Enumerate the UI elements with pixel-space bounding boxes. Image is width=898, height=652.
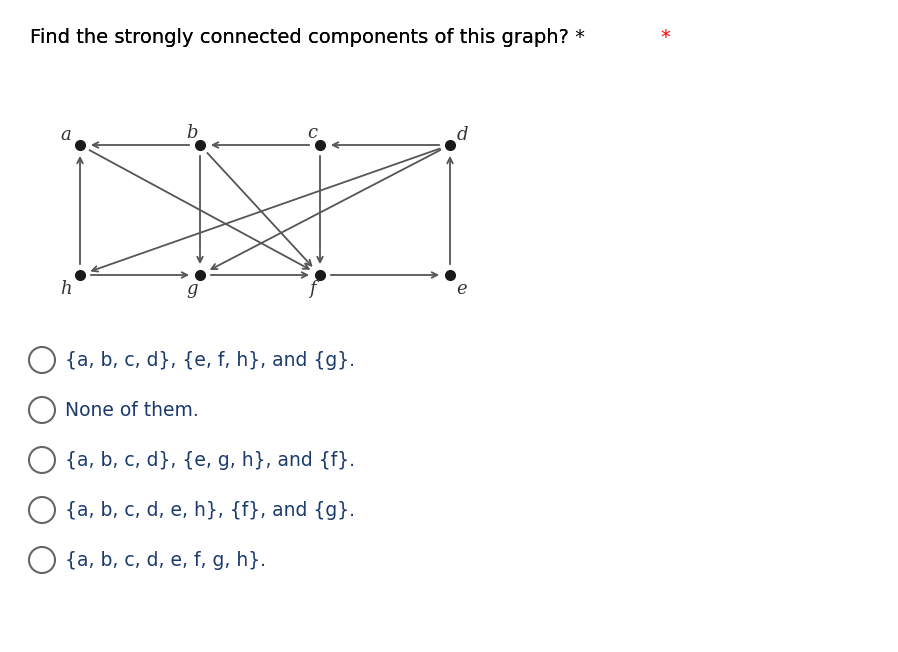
Text: None of them.: None of them. xyxy=(65,400,198,419)
Text: a: a xyxy=(61,126,71,144)
Text: {a, b, c, d}, {e, f, h}, and {g}.: {a, b, c, d}, {e, f, h}, and {g}. xyxy=(65,351,355,370)
Text: e: e xyxy=(457,280,467,298)
Text: Find the strongly connected components of this graph?: Find the strongly connected components o… xyxy=(30,28,575,47)
Text: h: h xyxy=(60,280,72,298)
Text: d: d xyxy=(456,126,468,144)
Text: g: g xyxy=(186,280,198,298)
Text: {a, b, c, d, e, h}, {f}, and {g}.: {a, b, c, d, e, h}, {f}, and {g}. xyxy=(65,501,355,520)
Text: *: * xyxy=(660,28,670,47)
Text: {a, b, c, d}, {e, g, h}, and {f}.: {a, b, c, d}, {e, g, h}, and {f}. xyxy=(65,451,355,469)
Text: f: f xyxy=(309,280,315,298)
Text: {a, b, c, d, e, f, g, h}.: {a, b, c, d, e, f, g, h}. xyxy=(65,550,266,569)
Text: c: c xyxy=(307,124,317,142)
Text: b: b xyxy=(186,124,198,142)
Text: Find the strongly connected components of this graph? *: Find the strongly connected components o… xyxy=(30,28,585,47)
